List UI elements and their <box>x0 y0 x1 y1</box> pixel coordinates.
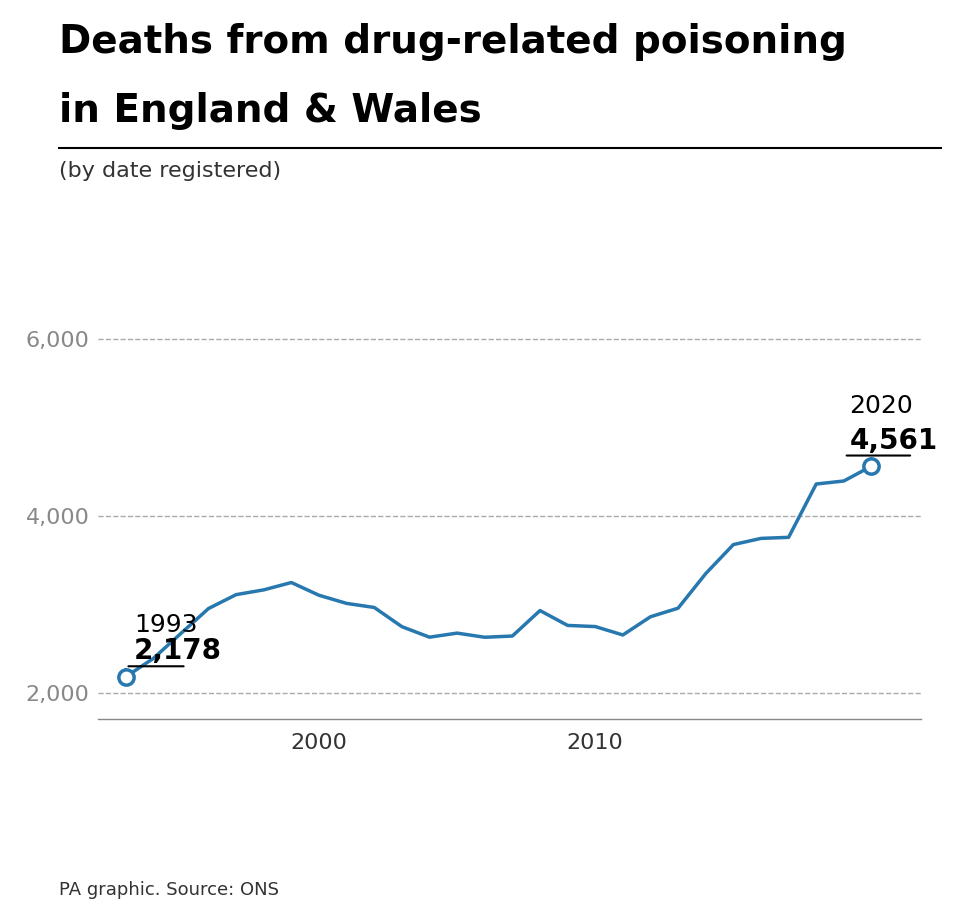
Text: 2,178: 2,178 <box>134 637 221 666</box>
Text: 4,561: 4,561 <box>850 427 938 455</box>
Text: in England & Wales: in England & Wales <box>59 92 481 130</box>
Text: PA graphic. Source: ONS: PA graphic. Source: ONS <box>59 881 278 899</box>
Text: (by date registered): (by date registered) <box>59 161 281 182</box>
Text: 2020: 2020 <box>850 394 913 418</box>
Text: Deaths from drug-related poisoning: Deaths from drug-related poisoning <box>59 23 847 61</box>
Text: 1993: 1993 <box>134 613 197 637</box>
